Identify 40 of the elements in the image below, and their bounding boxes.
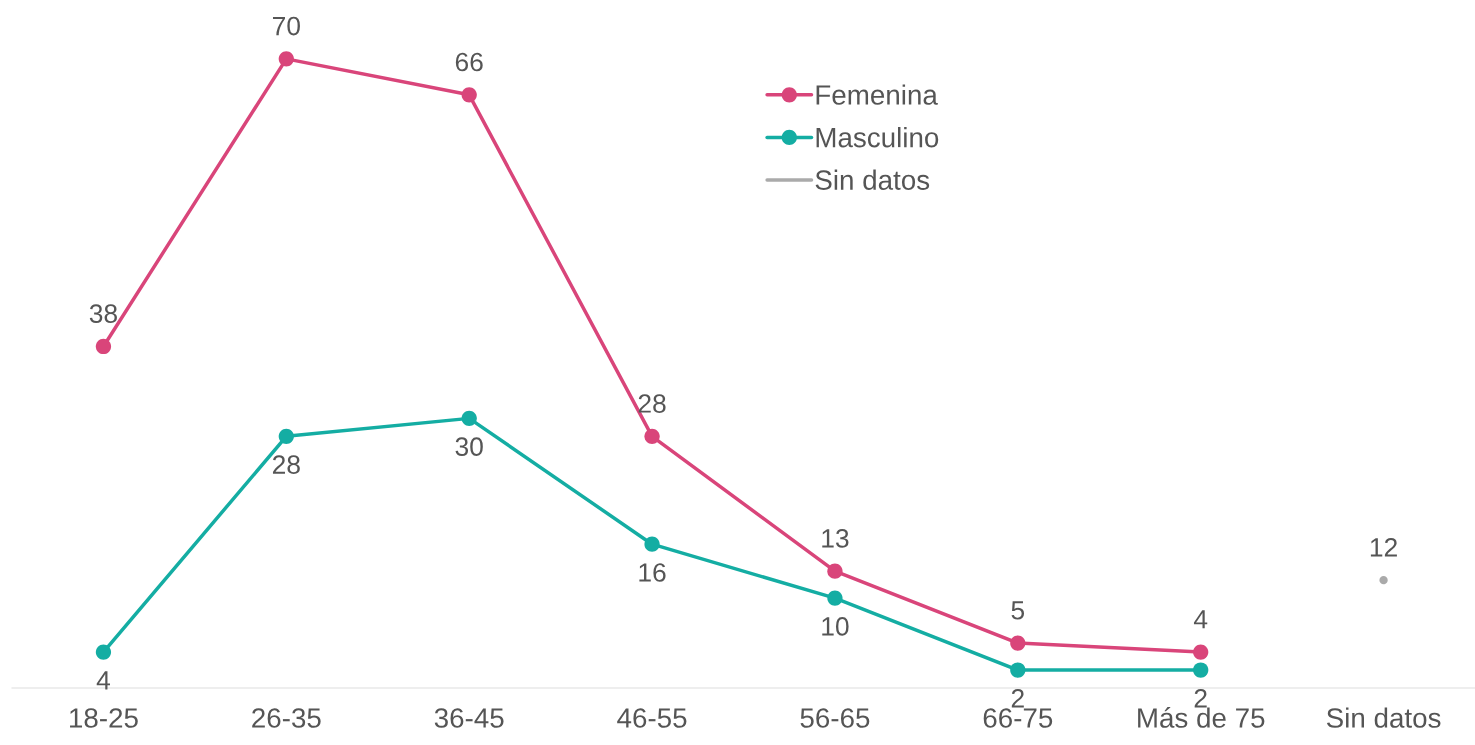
legend-label: Masculino	[816, 127, 939, 148]
data-label: 38	[89, 304, 117, 323]
point	[278, 51, 294, 67]
data-label: 70	[272, 16, 300, 36]
point	[1010, 662, 1026, 678]
data-label: 10	[822, 617, 849, 636]
point	[644, 428, 660, 444]
data-label: 28	[272, 455, 300, 474]
point	[278, 428, 294, 444]
point	[95, 338, 112, 355]
data-label: 16	[639, 563, 666, 582]
x-tick-label: Más de 75	[1138, 707, 1265, 728]
data-label: 4	[1193, 610, 1208, 629]
point	[827, 590, 843, 606]
x-tick-label: 56-65	[800, 708, 870, 728]
point	[827, 563, 843, 579]
x-tick-label: 18-25	[70, 708, 138, 728]
data-label: 13	[822, 529, 849, 548]
data-label: 28	[638, 394, 666, 413]
point	[1010, 635, 1026, 651]
x-tick-label: Sin datos	[1326, 707, 1441, 728]
data-label: 12	[1370, 537, 1397, 557]
data-label: 2	[1194, 688, 1207, 708]
point	[461, 87, 477, 103]
data-label: 2	[1011, 688, 1024, 708]
point	[95, 644, 112, 660]
point	[1193, 644, 1209, 660]
point	[644, 536, 660, 552]
data-label: 66	[455, 52, 483, 72]
point	[1193, 662, 1209, 678]
point	[461, 410, 477, 427]
legend-label: Sin datos	[815, 169, 930, 190]
x-tick-label: 66-75	[983, 708, 1053, 728]
data-label: 4	[96, 671, 110, 690]
x-tick-label: 46-55	[617, 708, 687, 728]
legend-label: Femenina	[816, 84, 938, 105]
x-tick-label: 36-45	[434, 708, 504, 728]
data-label: 5	[1011, 601, 1025, 620]
data-label: 30	[455, 437, 483, 457]
x-tick-label: 26-35	[252, 708, 321, 728]
